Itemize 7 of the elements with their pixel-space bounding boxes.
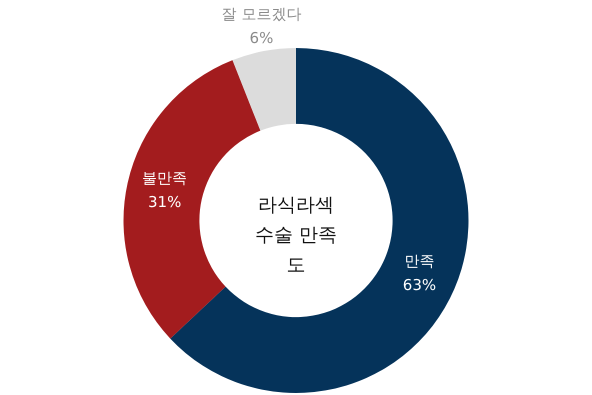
slice-label: 만족 [404, 252, 434, 270]
slice-label: 불만족 [142, 169, 188, 188]
data-label: 63% [402, 276, 436, 294]
slice-label: 잘 모르겠다 [222, 5, 302, 24]
text: 라식라섹 수술 만족도 [254, 193, 338, 278]
data-label: 31% [148, 193, 182, 212]
data-label: 6% [250, 29, 274, 48]
